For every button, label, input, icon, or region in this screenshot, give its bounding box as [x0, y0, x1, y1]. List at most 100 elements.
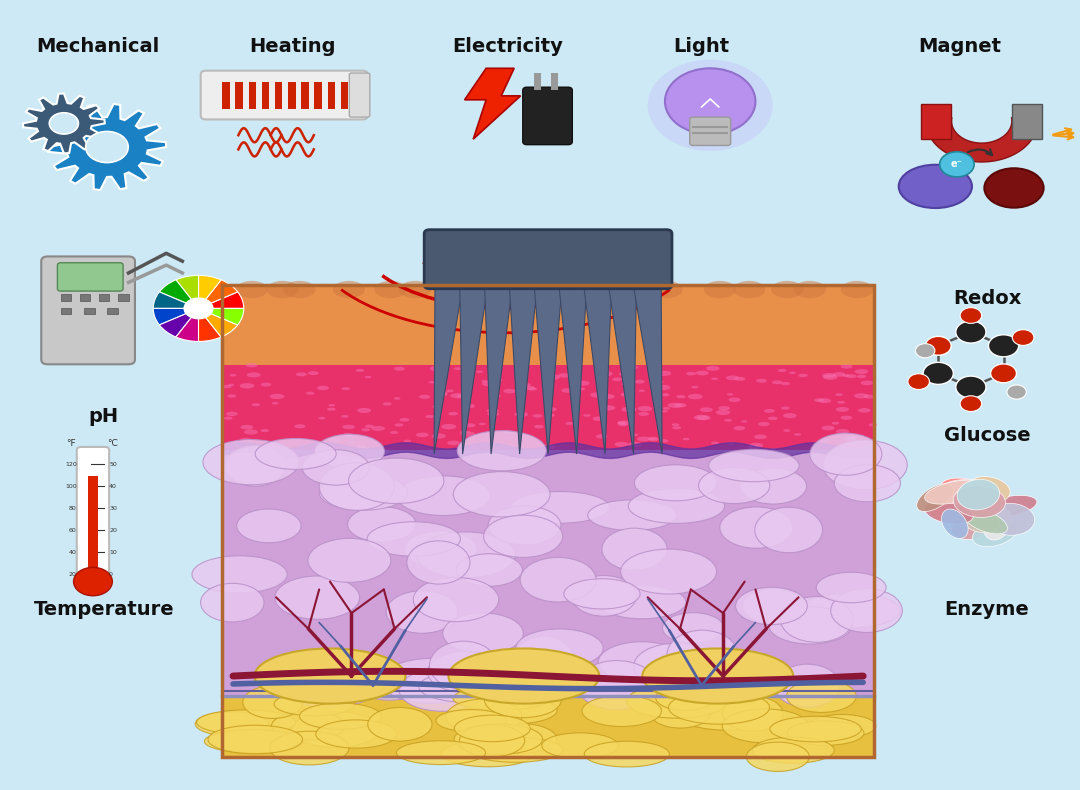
Ellipse shape — [333, 281, 365, 298]
Ellipse shape — [612, 378, 622, 381]
Ellipse shape — [769, 607, 852, 644]
Ellipse shape — [446, 389, 454, 393]
Circle shape — [184, 297, 214, 319]
Ellipse shape — [617, 421, 626, 424]
Bar — [222, 696, 874, 757]
Ellipse shape — [549, 281, 581, 298]
Ellipse shape — [693, 415, 708, 420]
Ellipse shape — [569, 375, 580, 379]
Ellipse shape — [598, 585, 686, 619]
Ellipse shape — [478, 423, 486, 425]
Ellipse shape — [347, 441, 355, 444]
Ellipse shape — [867, 448, 876, 451]
Ellipse shape — [683, 438, 690, 440]
Circle shape — [665, 68, 755, 134]
Ellipse shape — [305, 656, 406, 699]
Bar — [301, 81, 309, 109]
Text: 40: 40 — [69, 550, 77, 555]
Ellipse shape — [260, 382, 271, 386]
FancyBboxPatch shape — [77, 447, 109, 587]
Ellipse shape — [457, 554, 523, 586]
Ellipse shape — [637, 406, 652, 412]
Ellipse shape — [241, 425, 254, 430]
Circle shape — [988, 335, 1018, 357]
Wedge shape — [176, 276, 199, 308]
Ellipse shape — [221, 385, 232, 389]
Ellipse shape — [227, 394, 237, 397]
Ellipse shape — [341, 387, 350, 390]
Ellipse shape — [648, 437, 658, 440]
Ellipse shape — [372, 426, 386, 431]
Ellipse shape — [768, 416, 778, 420]
Ellipse shape — [459, 724, 525, 757]
Ellipse shape — [407, 541, 470, 584]
Ellipse shape — [577, 381, 590, 386]
Ellipse shape — [598, 641, 686, 683]
Wedge shape — [176, 308, 199, 341]
Ellipse shape — [618, 420, 631, 425]
Ellipse shape — [590, 281, 622, 298]
Ellipse shape — [847, 435, 859, 440]
Bar — [118, 294, 129, 300]
Ellipse shape — [450, 393, 464, 398]
Ellipse shape — [746, 742, 809, 772]
Bar — [98, 294, 109, 300]
Ellipse shape — [230, 374, 237, 377]
Ellipse shape — [396, 741, 486, 765]
Text: 30: 30 — [109, 506, 117, 511]
Ellipse shape — [741, 420, 747, 423]
FancyBboxPatch shape — [41, 257, 135, 364]
Ellipse shape — [662, 613, 724, 643]
Ellipse shape — [475, 723, 556, 754]
Ellipse shape — [244, 430, 258, 435]
Ellipse shape — [667, 630, 738, 679]
Ellipse shape — [958, 502, 997, 530]
Ellipse shape — [578, 660, 657, 710]
Ellipse shape — [394, 423, 404, 427]
Ellipse shape — [299, 703, 381, 729]
Ellipse shape — [426, 415, 434, 418]
Ellipse shape — [698, 416, 711, 420]
Ellipse shape — [667, 403, 683, 408]
FancyBboxPatch shape — [57, 263, 123, 291]
Ellipse shape — [228, 384, 234, 386]
Ellipse shape — [558, 373, 570, 378]
Ellipse shape — [676, 395, 686, 398]
Ellipse shape — [764, 409, 774, 413]
Ellipse shape — [899, 165, 972, 208]
Ellipse shape — [841, 374, 850, 377]
FancyBboxPatch shape — [690, 117, 731, 145]
Ellipse shape — [347, 434, 354, 437]
Circle shape — [85, 131, 129, 163]
Ellipse shape — [274, 692, 354, 716]
Ellipse shape — [524, 386, 535, 390]
Text: 20: 20 — [109, 528, 117, 533]
Ellipse shape — [442, 741, 535, 767]
Ellipse shape — [637, 437, 650, 442]
Ellipse shape — [282, 672, 375, 707]
Ellipse shape — [320, 463, 394, 510]
Ellipse shape — [204, 730, 303, 753]
Ellipse shape — [783, 413, 797, 418]
Ellipse shape — [487, 408, 499, 413]
Ellipse shape — [274, 576, 360, 619]
Bar — [87, 476, 98, 576]
Ellipse shape — [649, 379, 663, 385]
Text: 60: 60 — [69, 528, 77, 533]
Ellipse shape — [514, 412, 528, 417]
Polygon shape — [510, 284, 538, 454]
Ellipse shape — [562, 388, 573, 393]
Ellipse shape — [700, 408, 713, 412]
Ellipse shape — [320, 475, 407, 510]
Ellipse shape — [831, 589, 903, 633]
Text: Enzyme: Enzyme — [945, 600, 1029, 619]
Bar — [235, 81, 243, 109]
Ellipse shape — [937, 480, 996, 504]
Text: 10: 10 — [109, 550, 117, 555]
Bar — [60, 307, 71, 314]
Ellipse shape — [951, 517, 987, 540]
Ellipse shape — [294, 424, 306, 428]
Bar — [107, 307, 118, 314]
Ellipse shape — [460, 431, 471, 434]
Ellipse shape — [348, 506, 416, 542]
